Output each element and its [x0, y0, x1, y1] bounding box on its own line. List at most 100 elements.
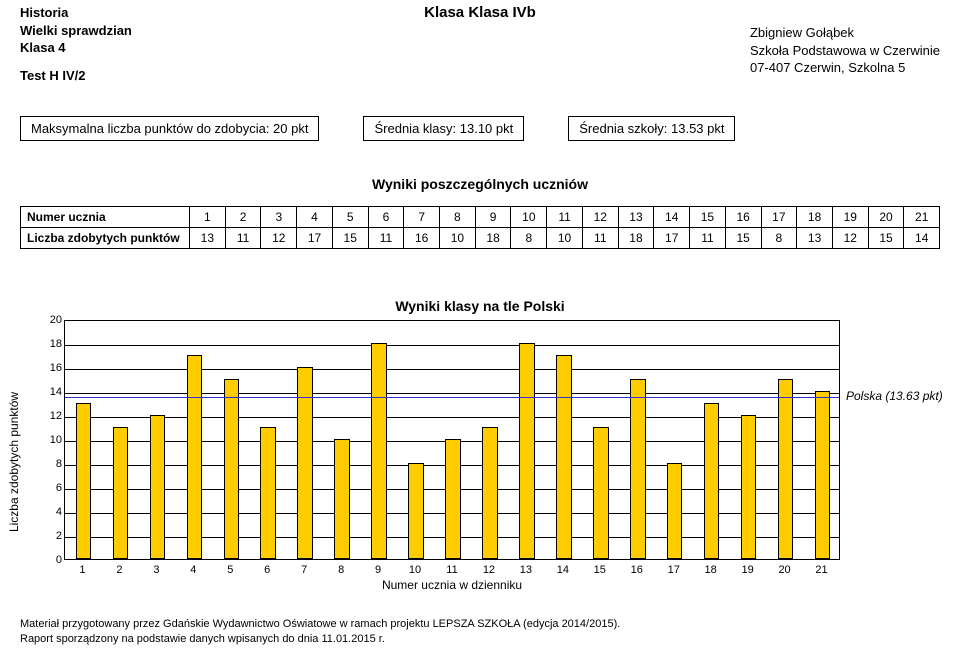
table-cell: 6: [369, 206, 405, 228]
results-table: Numer ucznia 123456789101112131415161718…: [20, 206, 940, 249]
table-cell: 21: [904, 206, 940, 228]
table-cell: 18: [797, 206, 833, 228]
table-cell: 17: [654, 228, 690, 249]
chart-x-tick: 11: [437, 564, 467, 576]
results-table-title: Wyniki poszczególnych uczniów: [0, 176, 960, 192]
chart-x-tick: 20: [770, 564, 800, 576]
row-label-points: Liczba zdobytych punktów: [20, 228, 190, 249]
chart-x-tick: 17: [659, 564, 689, 576]
chart-y-tick: 12: [42, 410, 62, 422]
table-cell: 15: [869, 228, 905, 249]
chart-bar: [815, 391, 831, 559]
table-cell: 10: [511, 206, 547, 228]
table-cell: 11: [690, 228, 726, 249]
footer-block: Materiał przygotowany przez Gdańskie Wyd…: [20, 617, 620, 646]
chart-bar: [113, 427, 129, 559]
table-cell: 17: [762, 206, 798, 228]
table-cell: 15: [333, 228, 369, 249]
chart-gridline: [65, 417, 839, 418]
table-cell: 10: [547, 228, 583, 249]
chart-bar: [667, 463, 683, 559]
chart-x-tick: 10: [400, 564, 430, 576]
chart-y-axis-label: Liczba zdobytych punktów: [7, 392, 21, 532]
table-cell: 14: [904, 228, 940, 249]
footer-line-2: Raport sporządzony na podstawie danych w…: [20, 632, 620, 646]
test-series-label: Wielki sprawdzian: [20, 22, 132, 40]
chart-y-tick: 20: [42, 314, 62, 326]
table-cell: 13: [619, 206, 655, 228]
chart-reference-label: Polska (13.63 pkt): [846, 389, 943, 403]
table-cell: 11: [583, 228, 619, 249]
chart-gridline: [65, 393, 839, 394]
table-cell: 20: [869, 206, 905, 228]
chart-x-tick: 2: [104, 564, 134, 576]
table-cell: 3: [261, 206, 297, 228]
chart-bar: [445, 439, 461, 559]
row-label-student-number: Numer ucznia: [20, 206, 190, 228]
chart-y-tick: 4: [42, 506, 62, 518]
table-row: Numer ucznia 123456789101112131415161718…: [20, 206, 940, 228]
table-cell: 11: [369, 228, 405, 249]
stat-school-avg: Średnia szkoły: 13.53 pkt: [568, 116, 735, 141]
chart-x-tick: 8: [326, 564, 356, 576]
chart-x-tick: 6: [252, 564, 282, 576]
table-cell: 2: [226, 206, 262, 228]
teacher-name: Zbigniew Gołąbek: [750, 24, 940, 42]
chart-bar: [741, 415, 757, 559]
chart-bar: [519, 343, 535, 559]
chart-x-tick: 15: [585, 564, 615, 576]
table-cell: 11: [226, 228, 262, 249]
table-cell: 14: [654, 206, 690, 228]
chart-bar: [187, 355, 203, 559]
chart-x-tick: 9: [363, 564, 393, 576]
chart-x-tick: 16: [622, 564, 652, 576]
table-cell: 8: [440, 206, 476, 228]
chart-y-tick: 2: [42, 530, 62, 542]
table-cell: 18: [476, 228, 512, 249]
stat-class-avg: Średnia klasy: 13.10 pkt: [363, 116, 524, 141]
table-cell: 11: [547, 206, 583, 228]
chart-y-tick: 8: [42, 458, 62, 470]
chart-x-tick: 7: [289, 564, 319, 576]
chart-x-tick: 18: [696, 564, 726, 576]
table-cell: 12: [583, 206, 619, 228]
stat-max-points: Maksymalna liczba punktów do zdobycia: 2…: [20, 116, 319, 141]
chart-bar: [408, 463, 424, 559]
table-cell: 13: [797, 228, 833, 249]
chart-x-tick: 1: [67, 564, 97, 576]
table-cell: 1: [190, 206, 226, 228]
chart-x-tick: 13: [511, 564, 541, 576]
table-row: Liczba zdobytych punktów 131112171511161…: [20, 228, 940, 249]
chart-gridline: [65, 345, 839, 346]
chart-bar: [297, 367, 313, 559]
chart-y-tick: 10: [42, 434, 62, 446]
chart-y-tick: 18: [42, 338, 62, 350]
class-title: Klasa Klasa IVb: [0, 4, 960, 21]
school-name: Szkoła Podstawowa w Czerwinie: [750, 42, 940, 60]
table-cell: 8: [511, 228, 547, 249]
chart-reference-line: [65, 397, 839, 398]
chart-x-axis-label: Numer ucznia w dzienniku: [64, 578, 840, 592]
table-cell: 15: [690, 206, 726, 228]
table-cell: 10: [440, 228, 476, 249]
test-id-label: Test H IV/2: [20, 67, 132, 85]
chart-bar: [593, 427, 609, 559]
table-cell: 16: [404, 228, 440, 249]
chart-y-tick: 6: [42, 482, 62, 494]
chart-y-tick: 0: [42, 554, 62, 566]
chart-bar: [224, 379, 240, 559]
table-cell: 12: [261, 228, 297, 249]
chart-x-tick: 19: [733, 564, 763, 576]
table-cell: 4: [297, 206, 333, 228]
chart-bar: [482, 427, 498, 559]
school-address: 07-407 Czerwin, Szkolna 5: [750, 59, 940, 77]
chart-x-tick: 4: [178, 564, 208, 576]
chart-gridline: [65, 369, 839, 370]
chart-bar: [150, 415, 166, 559]
chart-y-tick: 16: [42, 362, 62, 374]
chart-bar: [778, 379, 794, 559]
chart-plot-area: [64, 320, 840, 560]
chart-x-tick: 14: [548, 564, 578, 576]
chart-x-tick: 21: [807, 564, 837, 576]
table-cell: 19: [833, 206, 869, 228]
